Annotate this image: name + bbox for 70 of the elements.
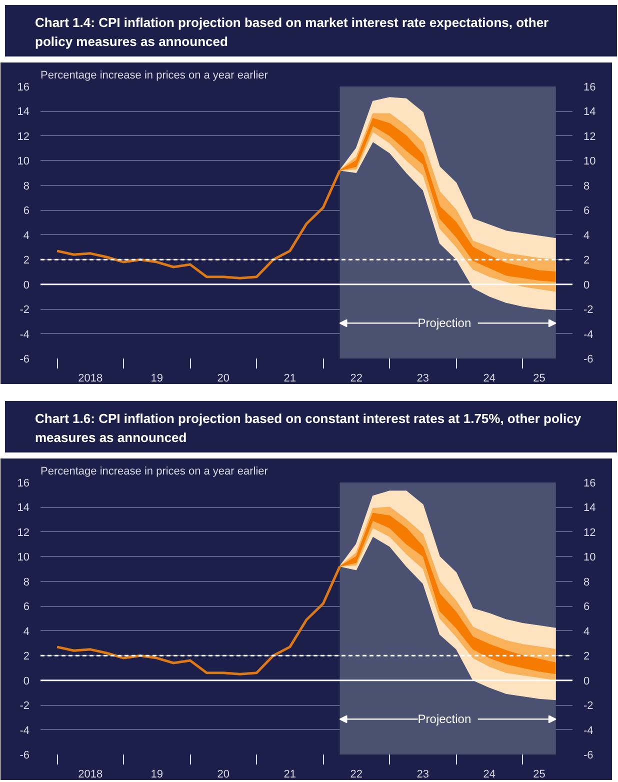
x-tick-label: 19 [150,372,164,384]
y-tick-label: 8 [23,180,30,192]
y-tick-label: 0 [23,675,30,688]
y-tick-label: 6 [23,205,30,218]
y2-tick-label: -2 [584,304,594,316]
y2-tick-label: -2 [584,700,594,712]
y-tick-label: 0 [23,279,30,292]
y-tick-label: 10 [17,156,30,168]
y2-tick-label: -4 [584,328,594,341]
x-tick-label: 23 [416,372,430,384]
y2-tick-label: 2 [584,650,590,663]
x-tick-label: 21 [284,372,296,384]
y2-tick-label: -6 [584,354,594,366]
x-tick-label: 19 [150,768,164,780]
y-tick-label: 16 [17,82,30,94]
y-axis-title: Percentage increase in prices on a year earlier [40,70,268,82]
x-tick-label: 22 [350,768,363,780]
y2-tick-label: 6 [584,205,590,218]
y2-tick-label: -6 [584,750,594,762]
y-tick-label: 10 [17,552,30,564]
y2-tick-label: 2 [584,254,590,267]
x-tick-label: 24 [483,768,496,780]
y-tick-label: 12 [17,526,30,539]
y-tick-label: -4 [20,328,30,341]
y2-tick-label: 0 [584,279,590,292]
y2-tick-label: 4 [584,230,590,242]
y2-tick-label: 6 [584,601,590,614]
y2-tick-label: 8 [584,180,590,192]
y-tick-label: 14 [17,106,30,118]
y2-tick-label: 10 [584,552,596,564]
y-tick-label: 16 [17,478,30,490]
y-tick-label: 2 [23,254,30,267]
y-tick-label: 4 [23,230,30,242]
y2-tick-label: 14 [584,502,596,514]
y-tick-label: 8 [23,576,30,588]
y-tick-label: 2 [23,650,30,663]
x-tick-label: 2018 [78,372,103,384]
y2-tick-label: -4 [584,724,594,737]
y2-tick-label: 0 [584,675,590,688]
x-tick-label: 23 [416,768,430,780]
x-tick-label: 22 [350,372,363,384]
y-tick-label: -2 [20,700,30,712]
x-tick-label: 25 [533,768,546,780]
x-tick-label: 21 [284,768,296,780]
y2-tick-label: 12 [584,526,596,539]
x-tick-label: 2018 [78,768,103,780]
y2-tick-label: 4 [584,626,590,638]
chart-title: Chart 1.6: CPI inflation projection based on constant interest rates at 1.75%, other policy measures as announced [35,410,582,447]
y-tick-label: -6 [20,354,30,366]
y-tick-label: 12 [17,130,30,143]
y2-tick-label: 8 [584,576,590,588]
y-tick-label: 4 [23,626,30,638]
y2-tick-label: 16 [584,478,596,490]
x-tick-label: 24 [483,372,496,384]
y2-tick-label: 14 [584,106,596,118]
y2-tick-label: 16 [584,82,596,94]
x-tick-label: 25 [533,372,546,384]
x-tick-label: 20 [217,372,230,384]
chart-title: Chart 1.4: CPI inflation projection based on market interest rate expectations, other policy measures as announced [35,14,550,51]
y-tick-label: -4 [20,724,30,737]
y-tick-label: 6 [23,601,30,614]
y2-tick-label: 12 [584,130,596,143]
y-axis-title: Percentage increase in prices on a year earlier [40,466,268,478]
y-tick-label: -6 [20,750,30,762]
y-tick-label: -2 [20,304,30,316]
band-label: Projection [418,316,472,330]
y-tick-label: 14 [17,502,30,514]
x-tick-label: 20 [217,768,230,780]
y2-tick-label: 10 [584,156,596,168]
band-label: Projection [418,712,472,726]
